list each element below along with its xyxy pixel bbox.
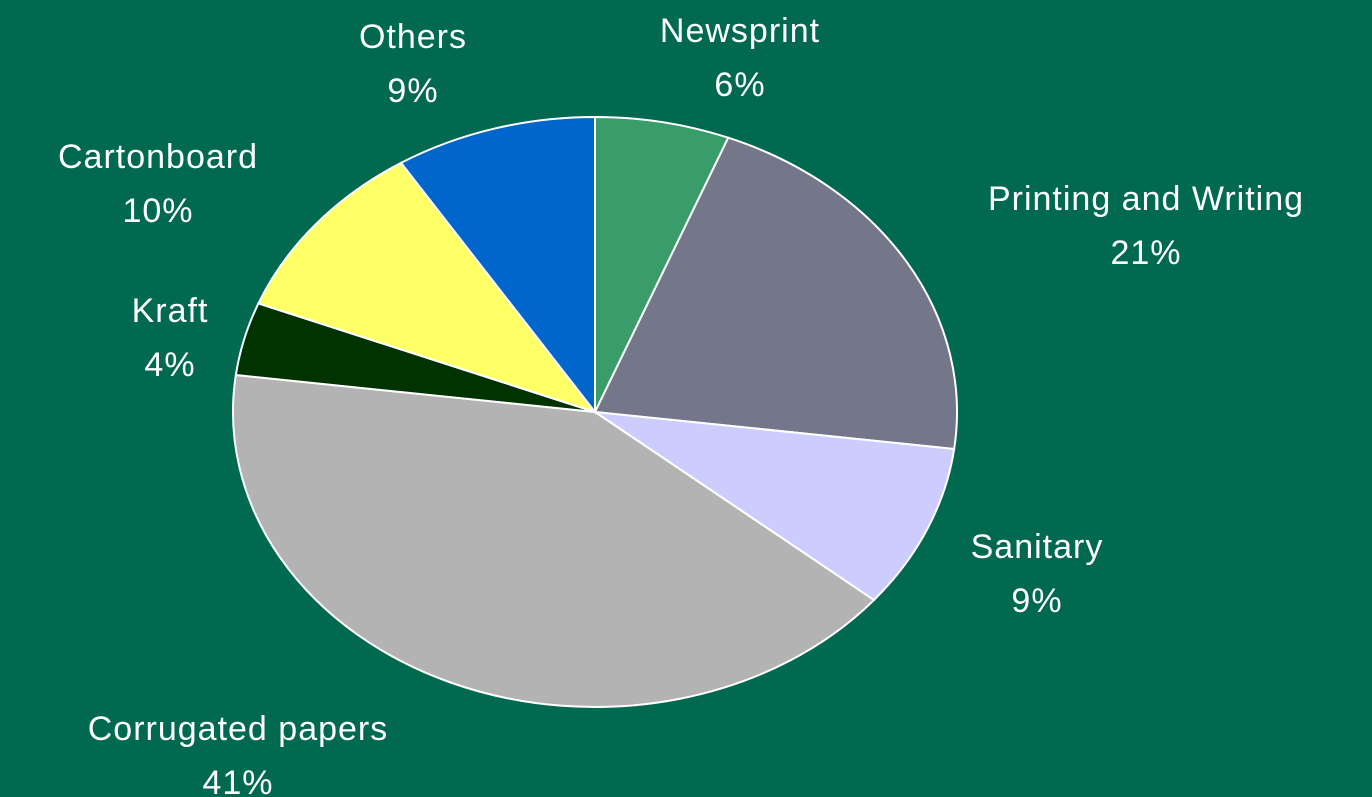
slice-value-corrugated-papers: 41% (202, 764, 273, 797)
pie-slice-newsprint (594, 115, 730, 413)
pie-slice-printing-and-writing (593, 136, 959, 451)
slice-value-others: 9% (387, 72, 438, 110)
slice-name-cartonboard: Cartonboard (58, 138, 258, 176)
slice-label-sanitary: Sanitary 9% (971, 528, 1104, 620)
pie-slice-sanitary (594, 411, 956, 602)
slice-value-printing-and-writing: 21% (1110, 234, 1181, 272)
slice-name-newsprint: Newsprint (660, 12, 820, 50)
slice-label-printing-and-writing: Printing and Writing 21% (988, 180, 1304, 272)
pie-slice-cartonboard (257, 161, 598, 414)
slice-name-sanitary: Sanitary (971, 528, 1104, 566)
slice-label-kraft: Kraft 4% (132, 292, 209, 384)
slice-value-cartonboard: 10% (122, 192, 193, 230)
slice-value-newsprint: 6% (714, 66, 765, 104)
pie-labels: Newsprint 6% Printing and Writing 21% Sanita… (58, 12, 1304, 797)
slice-label-cartonboard: Cartonboard 10% (58, 138, 258, 230)
slice-name-kraft: Kraft (132, 292, 209, 330)
pie-slices (231, 115, 959, 709)
slice-name-others: Others (359, 18, 467, 56)
slice-value-kraft: 4% (144, 346, 195, 384)
slice-label-others: Others 9% (359, 18, 467, 110)
slice-label-corrugated-papers: Corrugated papers 41% (88, 710, 389, 797)
slice-value-sanitary: 9% (1011, 582, 1062, 620)
pie-slice-others (399, 115, 596, 415)
pie-slice-corrugated-papers (231, 373, 876, 709)
slice-label-newsprint: Newsprint 6% (660, 12, 820, 104)
slice-name-corrugated-papers: Corrugated papers (88, 710, 389, 748)
slice-name-printing-and-writing: Printing and Writing (988, 180, 1304, 218)
